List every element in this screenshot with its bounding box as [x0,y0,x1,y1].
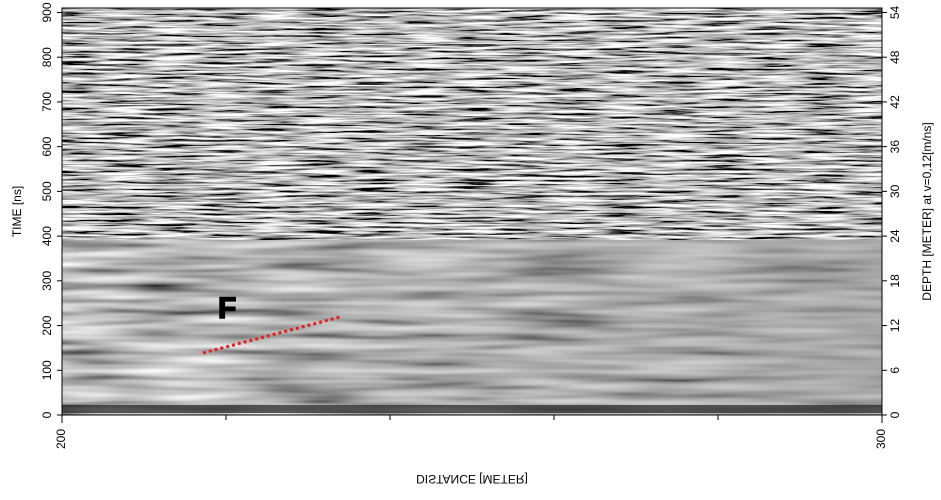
y-tick-label: 400 [40,226,54,246]
radargram-noise [62,8,882,240]
y-tick-label: 800 [40,47,54,67]
y2-tick-label: 54 [888,5,902,19]
y-tick-label: 0 [40,411,54,418]
plot-frame [61,7,883,416]
y2-tick-label: 0 [888,411,902,418]
surface-reflection [62,405,882,413]
y2-tick-label: 42 [888,95,902,109]
x-tick-label: 300 [874,429,888,449]
y2-axis-title: DEPTH [METER] at v=0,12[m/ns] [920,122,934,300]
y-tick-label: 300 [40,270,54,290]
y2-tick-label: 36 [888,140,902,154]
y2-tick-label: 12 [888,319,902,333]
y-axis-title: TIME [ns] [10,186,24,237]
y2-tick-label: 6 [888,367,902,374]
y2-tick-label: 18 [888,274,902,288]
y-tick-label: 200 [40,315,54,335]
annotation-label: F [218,292,236,325]
y-tick-label: 700 [40,92,54,112]
radargram-fade [62,240,882,415]
y-tick-label: 600 [40,136,54,156]
y-tick-label: 100 [40,360,54,380]
y2-tick-label: 24 [888,229,902,243]
x-axis-title: DISTANCE [METER] [416,472,528,486]
y2-tick-label: 30 [888,184,902,198]
y-tick-label: 500 [40,181,54,201]
x-tick-label: 200 [54,429,68,449]
y2-tick-label: 48 [888,50,902,64]
y-tick-label: 900 [40,2,54,22]
